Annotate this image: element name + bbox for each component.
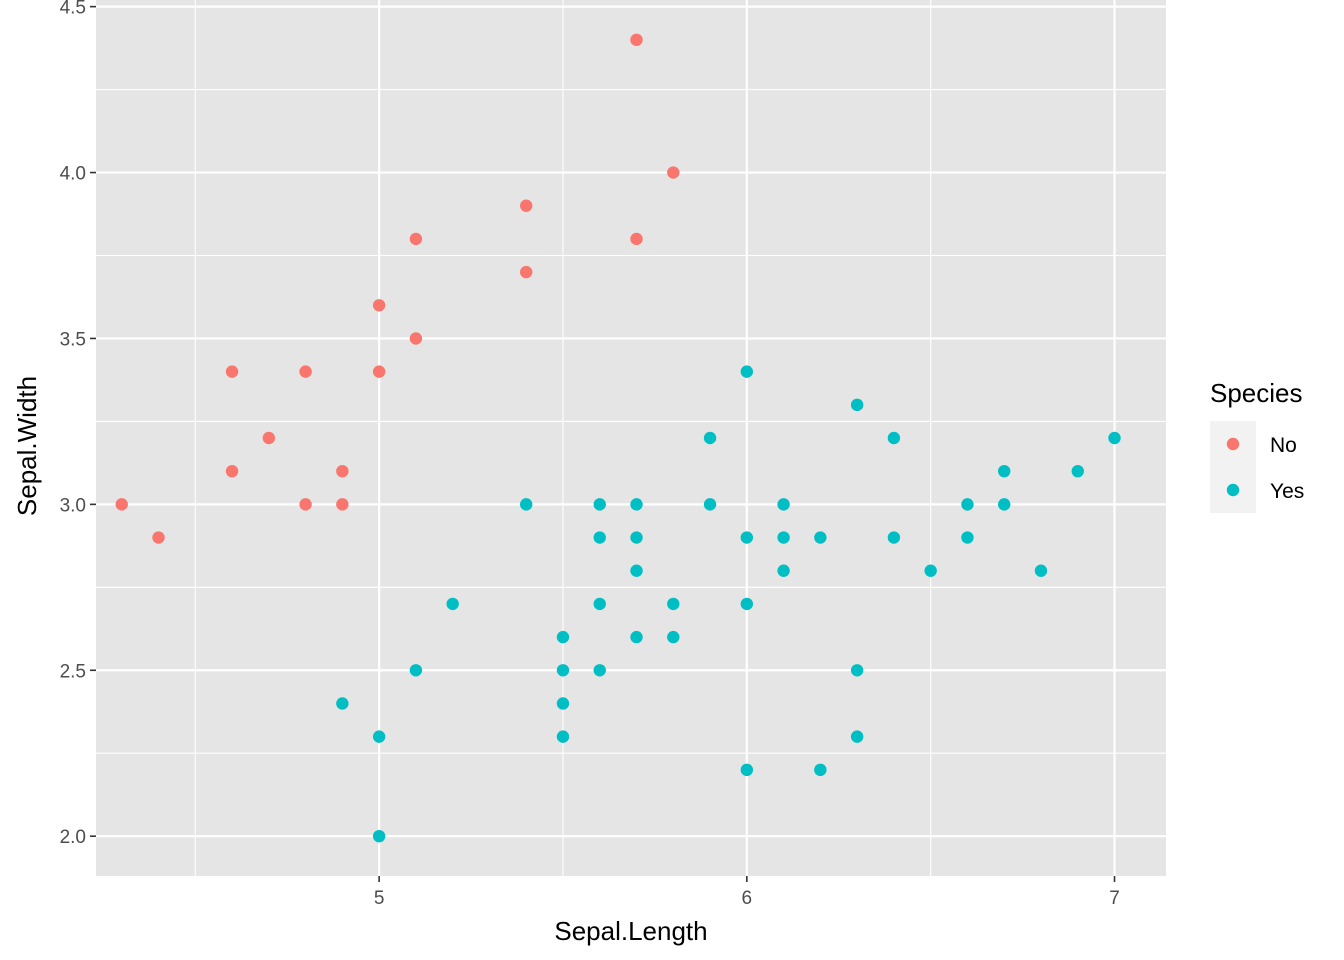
data-point [667,166,680,179]
legend-title: Species [1210,378,1303,408]
data-point [1034,564,1048,577]
legend-marker [1226,483,1240,497]
data-point [887,431,901,445]
data-point [814,531,827,544]
data-point [740,763,754,777]
data-point [593,531,606,544]
data-point [1071,464,1084,478]
data-point [777,564,790,577]
data-point [887,531,901,544]
data-point [299,365,312,378]
data-point [372,730,386,743]
data-point [372,829,386,843]
data-point [409,232,423,246]
data-point [409,664,423,677]
data-point [703,431,717,445]
data-point [850,730,864,743]
data-point [850,664,864,677]
y-tick-label: 4.5 [60,0,86,19]
x-tick-label: 7 [1109,888,1120,909]
data-point [556,730,570,743]
data-point [630,531,643,544]
data-point [630,630,643,644]
data-point [740,531,754,544]
data-point [630,498,643,511]
legend-marker [1226,437,1240,451]
x-tick-label: 6 [742,888,753,909]
data-point [777,498,790,511]
data-point [630,232,643,246]
data-point [556,664,570,677]
data-point [740,365,754,378]
y-axis: 2.0 2.5 3.0 3.5 4.0 4.5 [60,0,96,848]
data-point [593,664,606,677]
data-point [1108,431,1121,445]
x-tick-label: 5 [374,888,385,909]
data-point [556,630,570,644]
data-point [814,763,827,777]
y-tick-label: 2.0 [60,827,86,848]
data-points [115,33,1121,843]
x-axis: 5 6 7 [374,876,1120,909]
data-point [115,498,128,511]
data-point [998,464,1011,478]
data-point [520,265,533,279]
data-point [593,498,606,511]
data-point [556,697,570,710]
x-axis-title: Sepal.Length [554,916,707,946]
legend-label: No [1270,434,1297,457]
data-point [630,564,643,577]
y-tick-label: 4.0 [60,164,86,185]
data-point [225,365,239,378]
data-point [667,630,680,644]
data-point [152,531,165,544]
data-point [850,398,864,412]
minor-gridlines [96,0,1166,876]
data-point [446,597,459,611]
data-point [372,365,386,378]
y-axis-title: Sepal.Width [12,376,42,516]
data-point [740,597,754,611]
y-tick-label: 2.5 [60,661,86,682]
data-point [961,531,974,544]
legend-label: Yes [1270,480,1304,503]
data-point [336,498,349,511]
data-point [703,498,717,511]
data-point [336,697,349,710]
data-point [777,531,790,544]
data-point [961,498,974,511]
legend: Species No Yes [1210,378,1304,513]
data-point [225,464,239,478]
data-point [520,199,533,212]
data-point [372,299,386,312]
data-point [520,498,533,511]
data-point [336,464,349,478]
data-point [593,597,606,611]
y-tick-label: 3.0 [60,495,86,516]
plot-panel [96,0,1166,876]
data-point [924,564,937,577]
data-point [409,332,423,345]
data-point [667,597,680,611]
data-point [998,498,1011,511]
data-point [262,431,276,445]
y-tick-label: 3.5 [60,329,86,350]
data-point [630,33,643,47]
data-point [299,498,312,511]
